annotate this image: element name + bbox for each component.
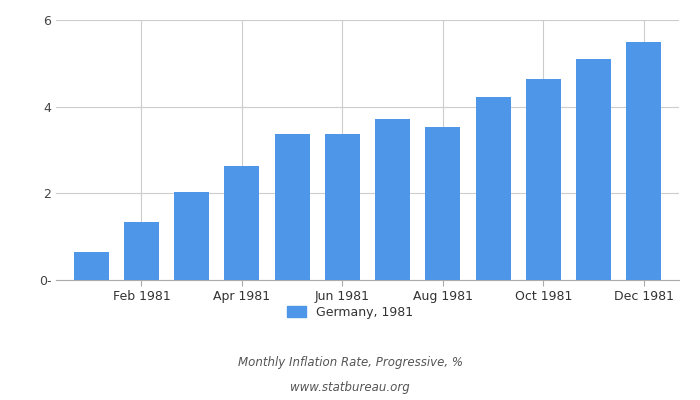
Bar [274,134,309,280]
Bar [124,222,159,280]
Bar [74,252,108,280]
Text: Monthly Inflation Rate, Progressive, %: Monthly Inflation Rate, Progressive, % [237,356,463,369]
Bar [325,134,360,280]
Bar [475,97,511,280]
Bar [174,192,209,280]
Legend: Germany, 1981: Germany, 1981 [282,301,418,324]
Bar [375,119,410,280]
Bar [224,166,260,280]
Text: www.statbureau.org: www.statbureau.org [290,381,410,394]
Bar [626,42,662,280]
Bar [526,79,561,280]
Bar [576,59,611,280]
Bar [426,127,461,280]
